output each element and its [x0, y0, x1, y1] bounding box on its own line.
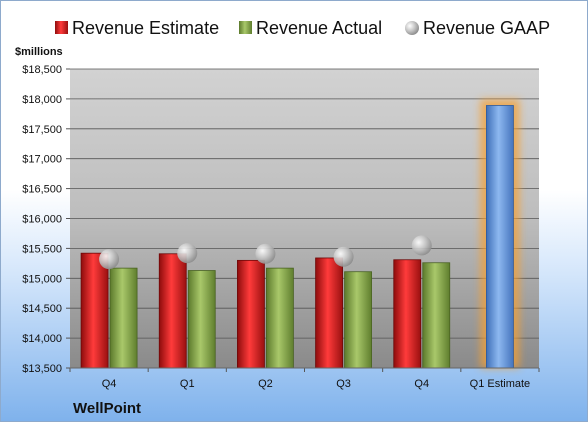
y-tick-label: $17,000: [22, 154, 62, 166]
legend-label-revenue-estimate: Revenue Estimate: [72, 18, 219, 38]
marker-revenue-gaap: [255, 243, 276, 264]
bar-revenue-actual: [109, 267, 138, 369]
bar-revenue-estimate: [158, 253, 187, 369]
x-tick-label: Q1 Estimate: [470, 378, 531, 390]
marker-revenue-gaap: [411, 235, 432, 256]
x-tick-label: Q1: [180, 378, 195, 390]
legend-swatch-revenue-gaap: [405, 21, 419, 35]
y-axis-ticks: $13,500 $14,000 $14,500 $15,000 $15,500 $16,0…: [22, 64, 70, 375]
x-tick-label: Q4: [102, 378, 117, 390]
marker-revenue-gaap: [333, 246, 354, 267]
bar-revenue-estimate: [237, 259, 265, 369]
bar-forecast: [486, 105, 514, 369]
y-tick-label: $14,000: [22, 333, 62, 345]
bar-revenue-estimate: [393, 259, 422, 369]
bar-revenue-actual: [344, 271, 372, 369]
y-tick-label: $15,500: [22, 243, 62, 255]
y-tick-label: $17,500: [22, 124, 62, 136]
x-tick-label: Q2: [258, 378, 273, 390]
bar-revenue-estimate: [315, 257, 343, 369]
legend-swatch-revenue-estimate: [55, 21, 68, 34]
legend-swatch-revenue-actual: [239, 21, 252, 34]
y-tick-label: $16,000: [22, 214, 62, 226]
legend-label-revenue-gaap: Revenue GAAP: [423, 18, 550, 38]
marker-revenue-gaap: [99, 249, 120, 270]
y-tick-label: $18,000: [22, 94, 62, 106]
y-tick-label: $16,500: [22, 184, 62, 196]
bar-revenue-actual: [187, 270, 216, 369]
bars: [80, 99, 520, 369]
y-tick-label: $18,500: [22, 64, 62, 76]
y-tick-label: $15,000: [22, 273, 62, 285]
x-tick-label: Q3: [336, 378, 351, 390]
bar-revenue-actual: [422, 262, 451, 369]
unit-label: $millions: [15, 46, 63, 58]
gridlines: [70, 68, 539, 369]
bar-revenue-estimate: [80, 252, 109, 369]
x-axis-labels: Q4 Q1 Q2 Q3 Q4 Q1 Estimate: [69, 368, 540, 390]
x-tick-label: Q4: [414, 378, 429, 390]
legend-label-revenue-actual: Revenue Actual: [256, 18, 382, 38]
company-name: WellPoint: [73, 400, 141, 417]
legend: Revenue Estimate Revenue Actual Revenue …: [55, 18, 550, 38]
y-tick-label: $14,500: [22, 303, 62, 315]
marker-revenue-gaap: [177, 243, 198, 264]
gaap-markers: [99, 235, 432, 270]
bar-revenue-actual: [266, 267, 294, 369]
y-tick-label: $13,500: [22, 363, 62, 375]
